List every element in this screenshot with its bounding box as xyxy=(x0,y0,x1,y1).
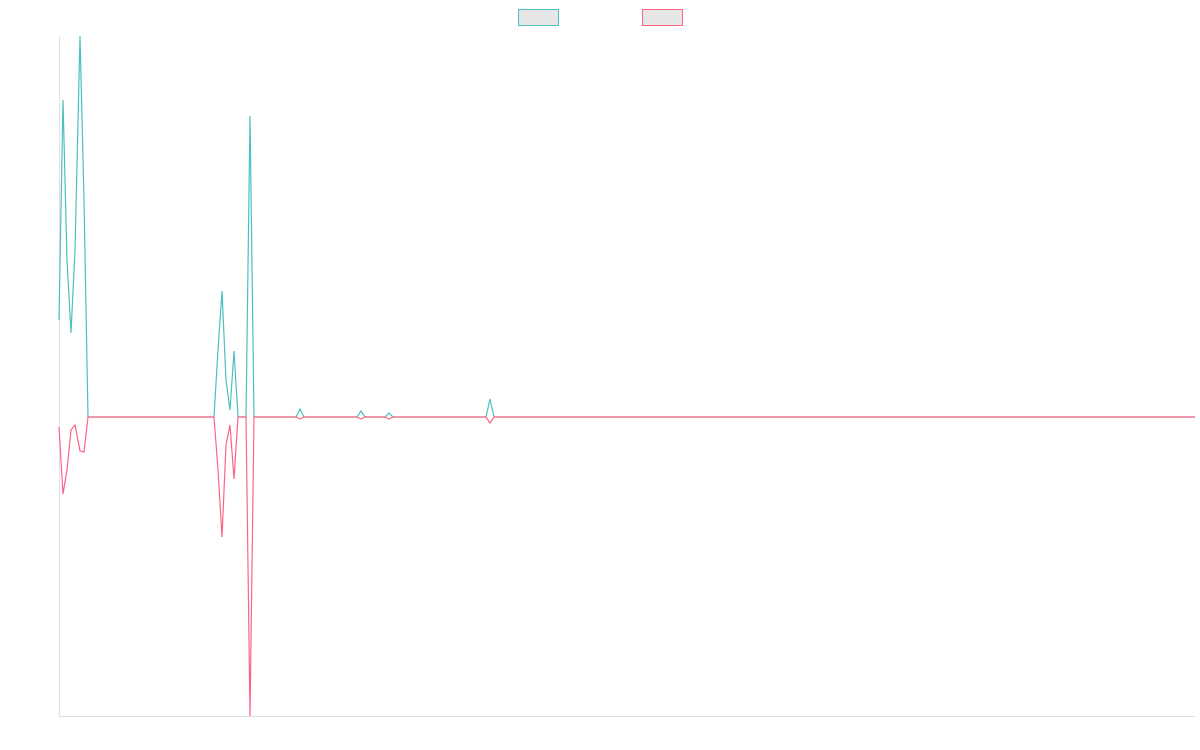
legend-swatch xyxy=(642,9,683,26)
series-line xyxy=(58,35,1195,418)
series-line xyxy=(58,416,1195,717)
legend-swatch xyxy=(518,9,559,26)
